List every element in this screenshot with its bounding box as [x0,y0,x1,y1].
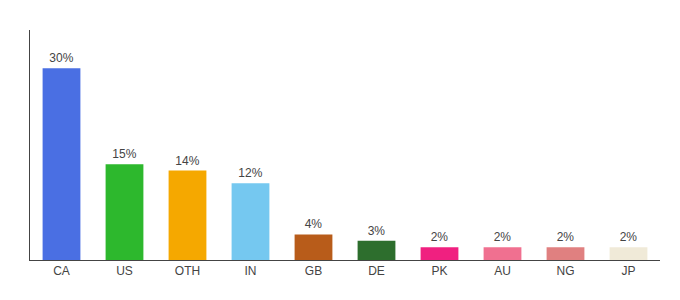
svg-text:PK: PK [431,264,447,278]
svg-text:GB: GB [305,264,322,278]
svg-text:14%: 14% [175,154,199,168]
svg-text:30%: 30% [49,51,73,65]
svg-text:4%: 4% [305,217,323,231]
svg-text:OTH: OTH [175,264,200,278]
svg-text:JP: JP [621,264,635,278]
svg-text:2%: 2% [620,230,638,244]
svg-text:15%: 15% [112,147,136,161]
svg-text:DE: DE [368,264,385,278]
svg-text:2%: 2% [431,230,449,244]
svg-text:3%: 3% [368,224,386,238]
svg-text:2%: 2% [557,230,575,244]
svg-text:IN: IN [245,264,257,278]
svg-text:AU: AU [494,264,511,278]
svg-text:2%: 2% [494,230,512,244]
svg-text:12%: 12% [238,166,262,180]
svg-text:US: US [116,264,133,278]
svg-text:CA: CA [53,264,70,278]
svg-text:NG: NG [557,264,575,278]
